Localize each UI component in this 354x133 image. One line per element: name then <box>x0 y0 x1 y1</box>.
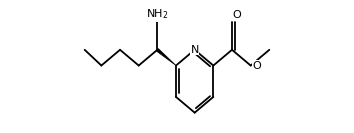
Text: N: N <box>190 45 199 55</box>
Text: O: O <box>252 61 261 70</box>
Text: NH$_2$: NH$_2$ <box>146 8 169 21</box>
Polygon shape <box>156 49 176 66</box>
Text: O: O <box>232 10 241 20</box>
